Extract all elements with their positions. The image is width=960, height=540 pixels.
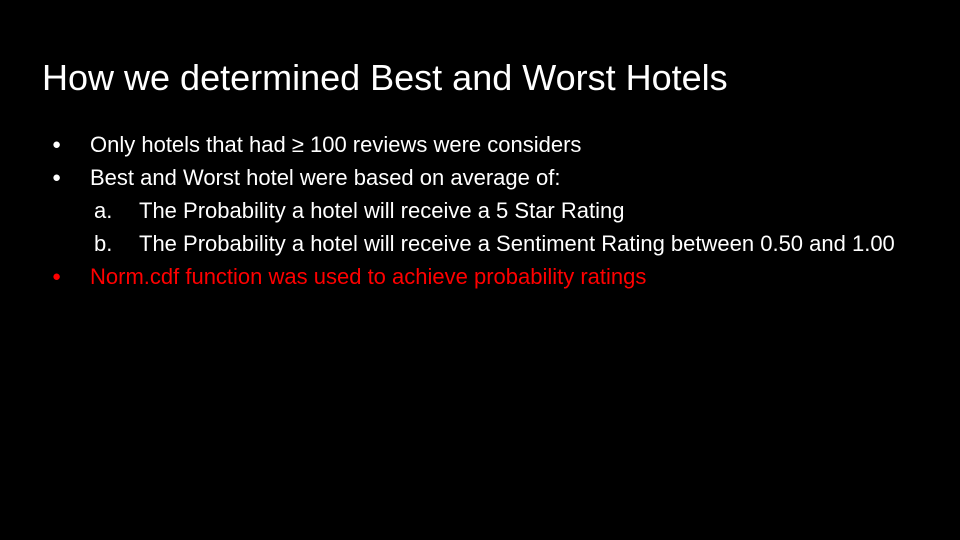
sub-item-marker: a. xyxy=(94,198,113,223)
slide-title: How we determined Best and Worst Hotels xyxy=(42,57,728,98)
bullet-marker: ● xyxy=(52,136,62,153)
bullet-marker: ● xyxy=(52,268,62,285)
sub-item-text: The Probability a hotel will receive a S… xyxy=(139,231,895,256)
bullet-item: ● Only hotels that had ≥ 100 reviews wer… xyxy=(52,128,932,161)
sub-item: a. The Probability a hotel will receive … xyxy=(52,194,932,227)
bullet-marker: ● xyxy=(52,169,62,186)
slide-body: ● Only hotels that had ≥ 100 reviews wer… xyxy=(52,128,932,293)
bullet-item: ● Best and Worst hotel were based on ave… xyxy=(52,161,932,194)
sub-item-marker: b. xyxy=(94,231,113,256)
sub-item: b. The Probability a hotel will receive … xyxy=(52,227,932,260)
bullet-text: Best and Worst hotel were based on avera… xyxy=(90,165,561,190)
bullet-text: Norm.cdf function was used to achieve pr… xyxy=(90,264,647,289)
bullet-text: Only hotels that had ≥ 100 reviews were … xyxy=(90,132,582,157)
bullet-item-highlighted: ● Norm.cdf function was used to achieve … xyxy=(52,260,932,293)
sub-item-text: The Probability a hotel will receive a 5… xyxy=(139,198,625,223)
